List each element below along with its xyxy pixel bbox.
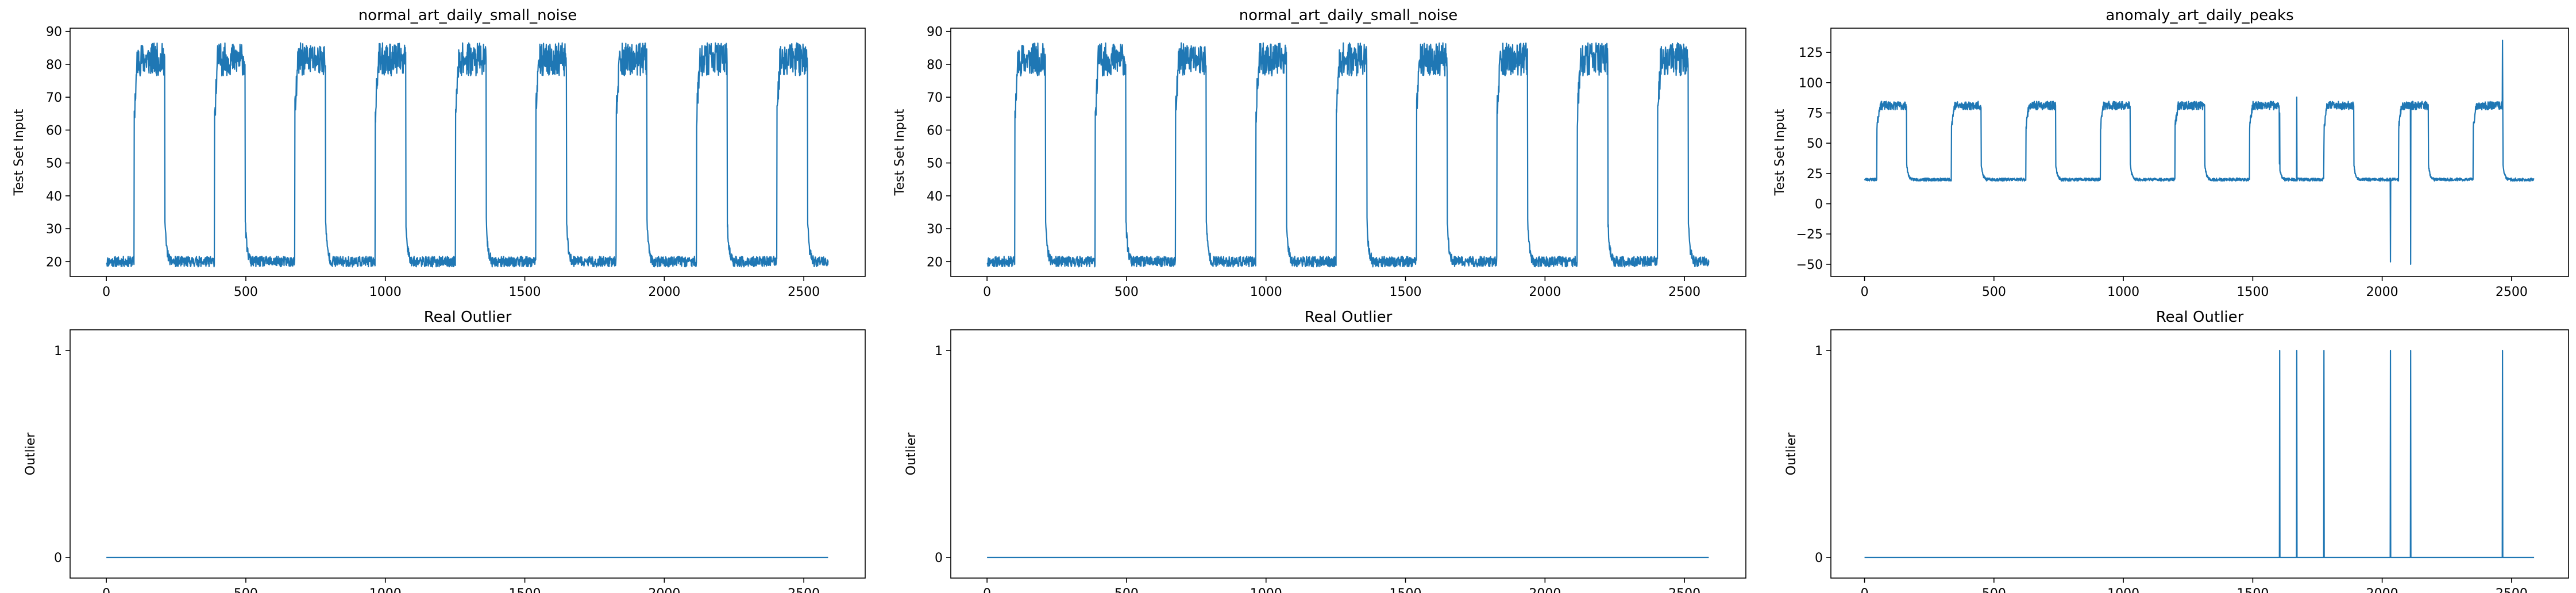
x-tick-label: 2500	[788, 587, 820, 593]
series-line	[106, 42, 829, 268]
x-tick-label: 500	[234, 285, 258, 299]
x-tick-label: 1500	[2236, 285, 2269, 299]
subplot-4: 0 500 1000 1500 2000 2500 0 1 Real Outlier Outlie…	[24, 309, 866, 593]
y-tick-label: 1	[54, 344, 62, 359]
x-tick-label: 0	[102, 587, 110, 593]
x-tick-label: 1000	[1250, 285, 1282, 299]
y-tick-label: 0	[1815, 551, 1823, 565]
x-tick-label: 1000	[2107, 587, 2139, 593]
subplot-title: normal_art_daily_small_noise	[1239, 7, 1458, 24]
x-tick-label: 1500	[1390, 285, 1422, 299]
y-axis-label: Outlier	[1784, 432, 1799, 476]
y-tick-label: 100	[1799, 76, 1823, 91]
x-tick-label: 2500	[2496, 587, 2528, 593]
x-tick-label: 2000	[1529, 587, 1561, 593]
x-tick-label: 0	[102, 285, 110, 299]
series-line	[1864, 39, 2535, 265]
y-tick-label: 60	[927, 124, 943, 138]
subplot-title: anomaly_art_daily_peaks	[2105, 7, 2293, 24]
x-tick-label: 1500	[2236, 587, 2269, 593]
x-tick-label: 500	[234, 587, 258, 593]
axes-frame	[1830, 329, 2569, 579]
subplot-1: 0 500 1000 1500 2000 2500 20 30 40 50 60 70 80 90 norm…	[12, 7, 866, 299]
y-tick-label: 50	[46, 157, 62, 171]
subplot-2: 0 500 1000 1500 2000 2500 20 30 40 50 60 70 80 90 norm…	[893, 7, 1746, 299]
y-tick-label: 20	[927, 255, 943, 269]
x-tick-label: 1500	[1390, 587, 1422, 593]
y-tick-label: 75	[1807, 107, 1823, 121]
y-tick-label: 0	[1815, 198, 1823, 212]
y-axis-label: Outlier	[904, 432, 919, 476]
y-tick-label: 50	[927, 157, 943, 171]
x-tick-label: 2000	[2366, 587, 2398, 593]
y-tick-label: −25	[1796, 228, 1823, 242]
x-tick-label: 1000	[369, 285, 402, 299]
x-tick-label: 0	[983, 587, 991, 593]
x-tick-label: 2000	[2366, 285, 2398, 299]
x-tick-label: 500	[1982, 587, 2006, 593]
x-tick-label: 0	[1861, 285, 1869, 299]
x-tick-label: 2500	[1668, 587, 1700, 593]
x-tick-label: 2500	[1668, 285, 1700, 299]
y-tick-label: 25	[1807, 167, 1823, 182]
x-tick-label: 1000	[369, 587, 402, 593]
y-tick-label: 1	[935, 344, 943, 359]
x-tick-label: 2500	[788, 285, 820, 299]
subplot-3: 0 500 1000 1500 2000 2500 −50 −25 0 25 50 75 100 125 a…	[1773, 7, 2569, 299]
y-tick-label: 80	[927, 58, 943, 72]
y-tick-label: 60	[46, 124, 62, 138]
subplot-title: normal_art_daily_small_noise	[358, 7, 577, 24]
x-tick-label: 1500	[509, 285, 541, 299]
y-tick-label: 20	[46, 255, 62, 269]
y-axis-label: Test Set Input	[12, 109, 26, 196]
y-axis-label: Test Set Input	[1773, 109, 1787, 196]
y-tick-label: 125	[1799, 46, 1823, 60]
x-tick-label: 1000	[2107, 285, 2139, 299]
x-tick-label: 500	[1115, 587, 1139, 593]
series-line	[1864, 349, 2535, 559]
y-tick-label: 0	[54, 551, 62, 565]
axes-frame	[70, 329, 866, 579]
y-tick-label: 0	[935, 551, 943, 565]
x-tick-label: 2500	[2496, 285, 2528, 299]
y-tick-label: 80	[46, 58, 62, 72]
y-tick-label: 40	[927, 190, 943, 204]
subplot-title: Real Outlier	[1305, 309, 1393, 326]
y-tick-label: −50	[1796, 258, 1823, 272]
series-line	[986, 42, 1710, 268]
x-tick-label: 0	[983, 285, 991, 299]
x-tick-label: 0	[1861, 587, 1869, 593]
subplot-title: Real Outlier	[2156, 309, 2244, 326]
y-tick-label: 90	[46, 25, 62, 40]
subplot-5: 0 500 1000 1500 2000 2500 0 1 Real Outlier Outlie…	[904, 309, 1746, 593]
x-tick-label: 2000	[648, 285, 680, 299]
axes-frame	[950, 329, 1746, 579]
axes-frame	[950, 28, 1746, 277]
subplot-6: 0 500 1000 1500 2000 2500 0 1 Real Outlier Outlie…	[1784, 309, 2569, 593]
x-tick-label: 1000	[1250, 587, 1282, 593]
y-tick-label: 1	[1815, 344, 1823, 359]
axes-frame	[1830, 28, 2569, 277]
y-axis-label: Outlier	[24, 432, 38, 476]
y-tick-label: 70	[927, 91, 943, 105]
y-tick-label: 40	[46, 190, 62, 204]
x-tick-label: 500	[1982, 285, 2006, 299]
y-tick-label: 30	[927, 222, 943, 237]
x-tick-label: 500	[1115, 285, 1139, 299]
y-tick-label: 90	[927, 25, 943, 40]
subplot-title: Real Outlier	[424, 309, 512, 326]
y-tick-label: 50	[1807, 137, 1823, 151]
x-tick-label: 1500	[509, 587, 541, 593]
y-tick-label: 30	[46, 222, 62, 237]
y-axis-label: Test Set Input	[893, 109, 907, 196]
axes-frame	[70, 28, 866, 277]
x-tick-label: 2000	[648, 587, 680, 593]
y-tick-label: 70	[46, 91, 62, 105]
x-tick-label: 2000	[1529, 285, 1561, 299]
